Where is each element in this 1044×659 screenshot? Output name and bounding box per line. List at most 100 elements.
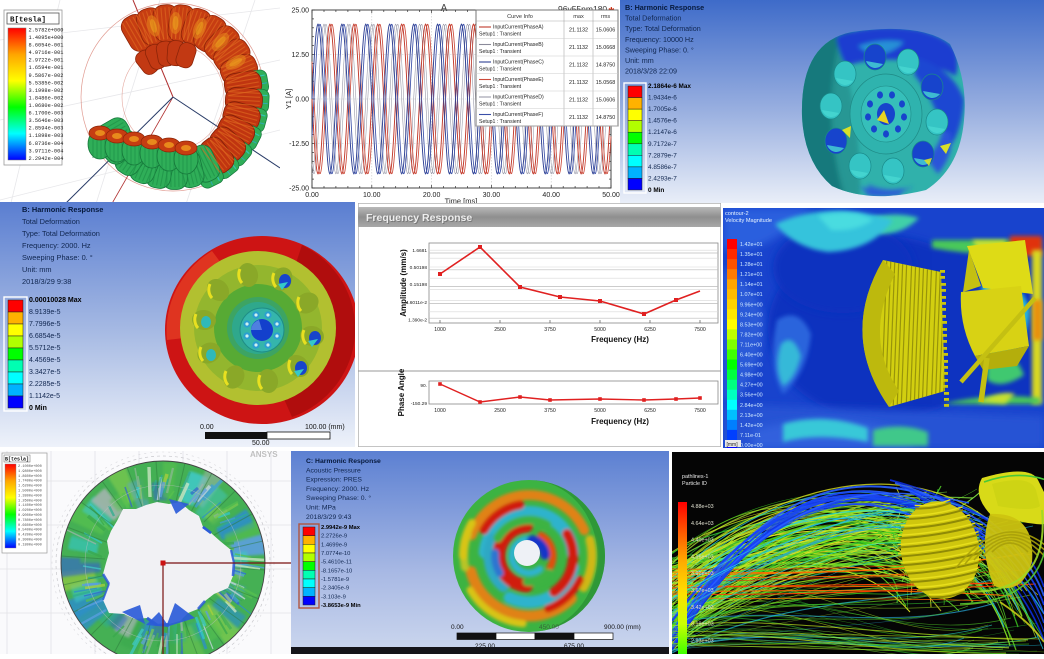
svg-text:20.00: 20.00 xyxy=(423,192,441,199)
svg-text:1.4576e-6: 1.4576e-6 xyxy=(648,118,677,125)
svg-text:B[tesla]: B[tesla] xyxy=(10,17,46,25)
svg-text:Frequency (Hz): Frequency (Hz) xyxy=(591,335,649,344)
svg-text:0.00: 0.00 xyxy=(305,192,319,199)
svg-text:15.0606: 15.0606 xyxy=(596,98,616,104)
svg-text:15.0606: 15.0606 xyxy=(596,28,616,34)
svg-text:Time [ms]: Time [ms] xyxy=(445,197,478,206)
svg-text:Expression: PRES: Expression: PRES xyxy=(306,477,362,484)
svg-text:1.1898e-003: 1.1898e-003 xyxy=(29,133,64,139)
svg-text:Type: Total Deformation: Type: Total Deformation xyxy=(625,24,701,33)
svg-text:7.0774e-10: 7.0774e-10 xyxy=(321,551,350,557)
svg-text:2018/3/29 9:38: 2018/3/29 9:38 xyxy=(22,277,71,286)
svg-text:1.14e+01: 1.14e+01 xyxy=(740,282,763,288)
svg-text:10.00: 10.00 xyxy=(363,192,381,199)
svg-text:1.7005e-6: 1.7005e-6 xyxy=(648,106,677,113)
svg-text:2.2726e-9: 2.2726e-9 xyxy=(321,534,347,540)
svg-text:Sweeping Phase: 0. °: Sweeping Phase: 0. ° xyxy=(625,45,694,54)
svg-text:21.1132: 21.1132 xyxy=(569,45,588,51)
svg-text:4.8586e-7: 4.8586e-7 xyxy=(648,164,677,171)
svg-text:InputCurrent(PhaseE): InputCurrent(PhaseE) xyxy=(493,77,544,83)
svg-text:rms: rms xyxy=(601,14,611,20)
svg-text:0.50198: 0.50198 xyxy=(410,265,428,271)
svg-text:6.1700e-003: 6.1700e-003 xyxy=(29,111,64,117)
svg-text:1.2147e-6: 1.2147e-6 xyxy=(648,129,677,136)
svg-text:-1.5781e-9: -1.5781e-9 xyxy=(321,577,349,583)
svg-text:6250: 6250 xyxy=(644,408,656,414)
svg-text:A: A xyxy=(441,3,448,14)
svg-text:0 Min: 0 Min xyxy=(29,405,47,412)
svg-text:4.98e+00: 4.98e+00 xyxy=(740,373,763,379)
svg-text:21.1132: 21.1132 xyxy=(569,115,588,121)
svg-text:0.3000e+000: 0.3000e+000 xyxy=(18,539,42,543)
svg-text:Unit: mm: Unit: mm xyxy=(625,56,654,65)
svg-text:3750: 3750 xyxy=(544,408,556,414)
svg-text:5000: 5000 xyxy=(594,408,606,414)
svg-text:2.2942e-004: 2.2942e-004 xyxy=(29,156,64,162)
svg-text:Curve Info: Curve Info xyxy=(507,14,533,20)
svg-text:1.0680e-002: 1.0680e-002 xyxy=(29,103,64,109)
svg-text:-25.00: -25.00 xyxy=(289,186,309,193)
svg-text:1.42e+01: 1.42e+01 xyxy=(740,242,763,248)
svg-text:Amplitude (mm/s): Amplitude (mm/s) xyxy=(399,249,408,317)
svg-text:Phase Angle: Phase Angle xyxy=(397,368,406,416)
svg-text:C: Harmonic Response: C: Harmonic Response xyxy=(306,458,381,465)
svg-text:2.13e+00: 2.13e+00 xyxy=(740,413,763,419)
svg-text:2.4293e-7: 2.4293e-7 xyxy=(648,175,677,182)
svg-text:-3.8653e-9 Min: -3.8653e-9 Min xyxy=(321,603,361,609)
svg-text:Frequency: 2000. Hz: Frequency: 2000. Hz xyxy=(306,486,370,493)
svg-text:6.40e+00: 6.40e+00 xyxy=(740,353,763,359)
svg-text:1.4095e+000: 1.4095e+000 xyxy=(29,35,64,41)
svg-text:1.3800e+000: 1.3800e+000 xyxy=(18,494,42,498)
svg-text:Frequency: 10000 Hz: Frequency: 10000 Hz xyxy=(625,35,694,44)
svg-text:Frequency Response: Frequency Response xyxy=(366,212,472,224)
svg-text:50.00: 50.00 xyxy=(252,440,270,447)
svg-text:Particle ID: Particle ID xyxy=(682,481,707,487)
svg-text:21.1132: 21.1132 xyxy=(569,98,588,104)
svg-text:1.1142e-5: 1.1142e-5 xyxy=(29,393,60,400)
svg-text:InputCurrent(PhaseC): InputCurrent(PhaseC) xyxy=(493,60,544,66)
svg-text:2.8594e-003: 2.8594e-003 xyxy=(29,126,64,132)
svg-text:Setup1 : Transient: Setup1 : Transient xyxy=(479,84,522,90)
svg-text:6.6854e-5: 6.6854e-5 xyxy=(29,333,61,340)
svg-text:-150.29: -150.29 xyxy=(411,401,428,407)
svg-text:1.4699e-9: 1.4699e-9 xyxy=(321,542,347,548)
svg-text:-5.4610e-11: -5.4610e-11 xyxy=(321,560,352,566)
svg-text:1.5000e+000: 1.5000e+000 xyxy=(18,490,42,494)
svg-text:3.67e+03: 3.67e+03 xyxy=(691,588,714,594)
svg-text:Setup1 : Transient: Setup1 : Transient xyxy=(479,67,522,73)
svg-text:5.5385e-002: 5.5385e-002 xyxy=(29,80,64,86)
svg-text:Setup1 : Transient: Setup1 : Transient xyxy=(479,49,522,55)
svg-text:Sweeping Phase: 0. °: Sweeping Phase: 0. ° xyxy=(306,494,371,502)
svg-text:3.3427e-5: 3.3427e-5 xyxy=(29,369,61,376)
svg-text:Total Deformation: Total Deformation xyxy=(22,217,80,226)
svg-text:1.6594e-001: 1.6594e-001 xyxy=(29,65,64,71)
svg-text:4.4569e-5: 4.4569e-5 xyxy=(29,357,61,364)
svg-text:7.11e-01: 7.11e-01 xyxy=(740,433,761,439)
svg-text:8.53e+00: 8.53e+00 xyxy=(740,322,763,328)
svg-text:Type: Total Deformation: Type: Total Deformation xyxy=(22,229,100,238)
svg-text:Setup1 : Transient: Setup1 : Transient xyxy=(479,32,522,38)
svg-text:4.88e+03: 4.88e+03 xyxy=(691,504,714,510)
svg-text:1.35e+01: 1.35e+01 xyxy=(740,252,763,258)
svg-text:0.00: 0.00 xyxy=(451,624,464,631)
svg-text:1.7400e+000: 1.7400e+000 xyxy=(18,480,42,484)
svg-text:30.00: 30.00 xyxy=(483,192,501,199)
svg-text:96v55nm180: 96v55nm180 xyxy=(558,4,607,14)
svg-text:675.00: 675.00 xyxy=(564,643,584,650)
svg-text:max: max xyxy=(573,14,584,20)
svg-text:9.96e+00: 9.96e+00 xyxy=(740,302,763,308)
svg-text:7.2879e-7: 7.2879e-7 xyxy=(648,152,677,159)
svg-text:2.84e+00: 2.84e+00 xyxy=(740,403,763,409)
svg-text:Total Deformation: Total Deformation xyxy=(625,14,681,23)
svg-text:Sweeping Phase: 0. °: Sweeping Phase: 0. ° xyxy=(22,253,93,262)
svg-text:14.8750: 14.8750 xyxy=(596,115,616,121)
svg-text:Acoustic Pressure: Acoustic Pressure xyxy=(306,467,361,474)
svg-text:2.93e+03: 2.93e+03 xyxy=(691,638,714,644)
svg-text:1.390e-2: 1.390e-2 xyxy=(408,317,427,323)
svg-text:2.2285e-5: 2.2285e-5 xyxy=(29,381,61,388)
svg-text:3.42e+03: 3.42e+03 xyxy=(691,605,714,611)
svg-text:7.11e+00: 7.11e+00 xyxy=(740,343,762,349)
svg-text:0 Min: 0 Min xyxy=(648,187,664,194)
svg-text:225.00: 225.00 xyxy=(475,643,495,650)
svg-text:3750: 3750 xyxy=(544,327,556,333)
